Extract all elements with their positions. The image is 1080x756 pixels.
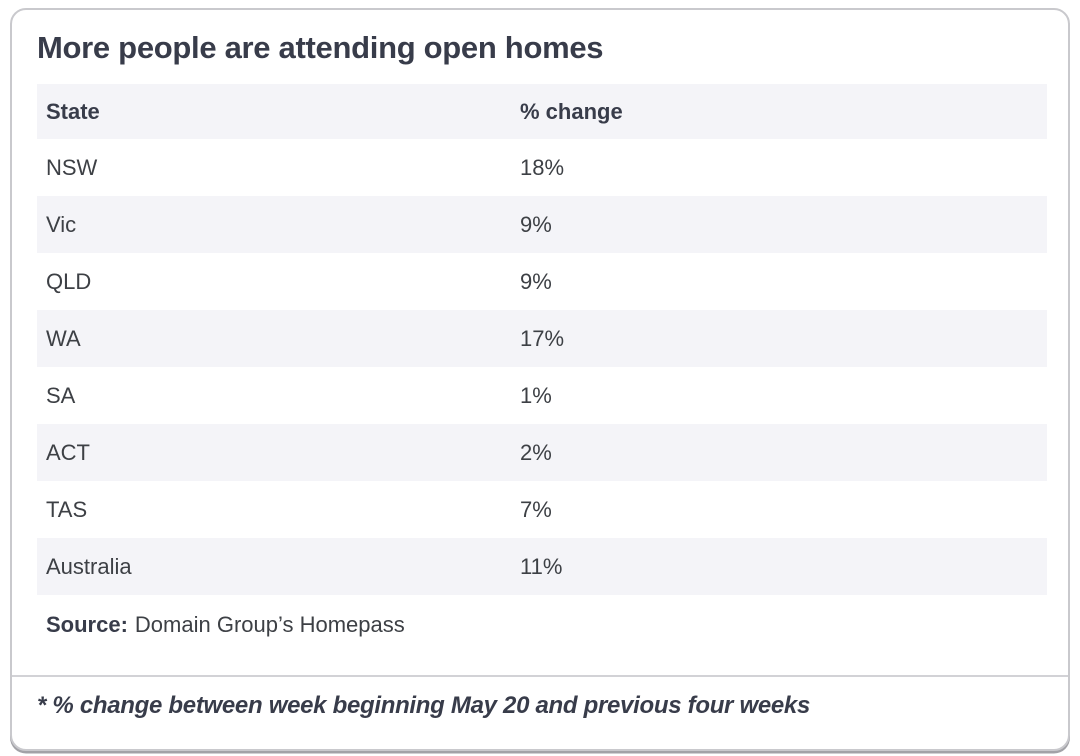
table-header-row: State % change xyxy=(37,84,1047,139)
source-label: Source: xyxy=(46,612,128,637)
state-cell: Australia xyxy=(46,553,132,579)
column-header-state: State xyxy=(46,98,100,124)
table-row: Vic 9% xyxy=(37,196,1047,253)
footnote: * % change between week beginning May 20… xyxy=(37,692,811,719)
change-cell: 1% xyxy=(520,382,552,408)
state-cell: SA xyxy=(46,382,76,408)
change-cell: 18% xyxy=(520,154,565,180)
change-cell: 9% xyxy=(520,211,552,237)
table-row: WA 17% xyxy=(37,310,1047,367)
source-text: Domain Group’s Homepass xyxy=(134,612,405,637)
table-row: Australia 11% xyxy=(37,538,1047,595)
column-header-change: % change xyxy=(520,98,623,124)
table-body: NSW 18% Vic 9% QLD 9% WA 17% SA 1% ACT 2… xyxy=(37,139,1047,595)
change-cell: 11% xyxy=(520,553,563,579)
change-cell: 9% xyxy=(520,268,552,294)
footer-divider xyxy=(12,675,1068,677)
change-cell: 2% xyxy=(520,439,552,465)
table-row: ACT 2% xyxy=(37,424,1047,481)
table-row: SA 1% xyxy=(37,367,1047,424)
state-cell: ACT xyxy=(46,439,90,465)
state-cell: TAS xyxy=(46,496,88,522)
state-cell: Vic xyxy=(46,211,77,237)
table-row: QLD 9% xyxy=(37,253,1047,310)
state-cell: QLD xyxy=(46,268,92,294)
data-table: State % change NSW 18% Vic 9% QLD 9% WA … xyxy=(37,84,1047,595)
page-title: More people are attending open homes xyxy=(37,30,604,65)
state-cell: NSW xyxy=(46,154,98,180)
source-line: Source: Domain Group’s Homepass xyxy=(46,612,1043,638)
table-row: TAS 7% xyxy=(37,481,1047,538)
state-cell: WA xyxy=(46,325,81,351)
change-cell: 7% xyxy=(520,496,552,522)
table-card: More people are attending open homes Sta… xyxy=(10,8,1070,751)
table-row: NSW 18% xyxy=(37,139,1047,196)
change-cell: 17% xyxy=(520,325,565,351)
